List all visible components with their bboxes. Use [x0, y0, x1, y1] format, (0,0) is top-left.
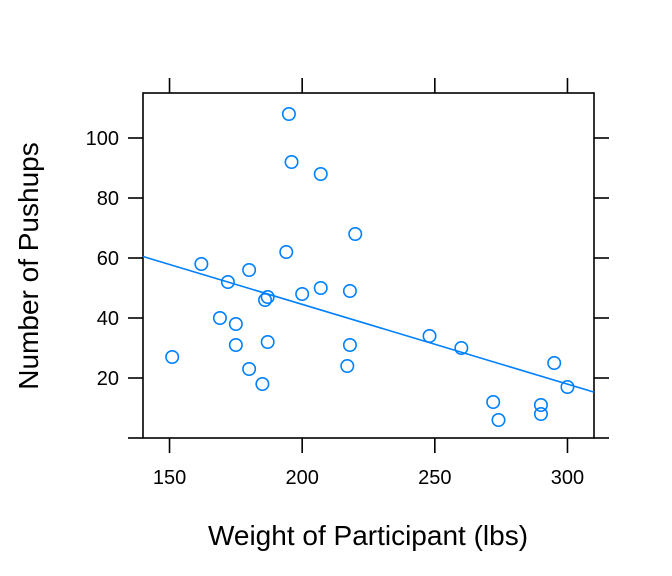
- axis-tick-labels: 150 200 250 300 20 40 60 80 100: [86, 128, 585, 489]
- data-point: [284, 155, 299, 170]
- data-point: [313, 280, 328, 295]
- y-tick-label: 40: [97, 308, 119, 330]
- data-point: [295, 286, 310, 301]
- data-point: [342, 337, 357, 352]
- x-tick-label: 150: [153, 467, 186, 489]
- data-point: [533, 406, 548, 421]
- data-point: [228, 316, 243, 331]
- x-tick-label: 250: [418, 467, 451, 489]
- data-point: [422, 328, 437, 343]
- data-point: [279, 245, 294, 260]
- data-point: [260, 289, 275, 304]
- data-point: [242, 361, 257, 376]
- data-point: [547, 355, 562, 370]
- data-point: [220, 274, 235, 289]
- data-point: [165, 349, 180, 364]
- y-tick-label: 60: [97, 248, 119, 270]
- data-point: [348, 227, 363, 242]
- regression-line: [142, 255, 595, 393]
- data-points: [165, 107, 575, 427]
- data-point: [228, 337, 243, 352]
- x-tick-label: 300: [551, 467, 584, 489]
- data-point: [281, 107, 296, 122]
- data-point: [342, 283, 357, 298]
- axis-ticks: [128, 78, 609, 453]
- data-point: [242, 262, 257, 277]
- x-axis-title: Weight of Participant (lbs): [208, 520, 528, 551]
- y-tick-label: 20: [97, 368, 119, 390]
- plot-area-frame: [142, 92, 595, 439]
- data-point: [560, 379, 575, 394]
- x-tick-label: 200: [285, 467, 318, 489]
- data-point: [340, 358, 355, 373]
- y-tick-label: 100: [86, 128, 119, 150]
- y-axis-title: Number of Pushups: [13, 142, 44, 389]
- data-point: [212, 310, 227, 325]
- data-point: [258, 292, 273, 307]
- data-point: [454, 340, 469, 355]
- data-point: [486, 394, 501, 409]
- y-tick-label: 80: [97, 188, 119, 210]
- data-point: [194, 256, 209, 271]
- data-point: [491, 412, 506, 427]
- data-point: [533, 397, 548, 412]
- data-point: [313, 167, 328, 182]
- data-point: [260, 334, 275, 349]
- data-point: [255, 376, 270, 391]
